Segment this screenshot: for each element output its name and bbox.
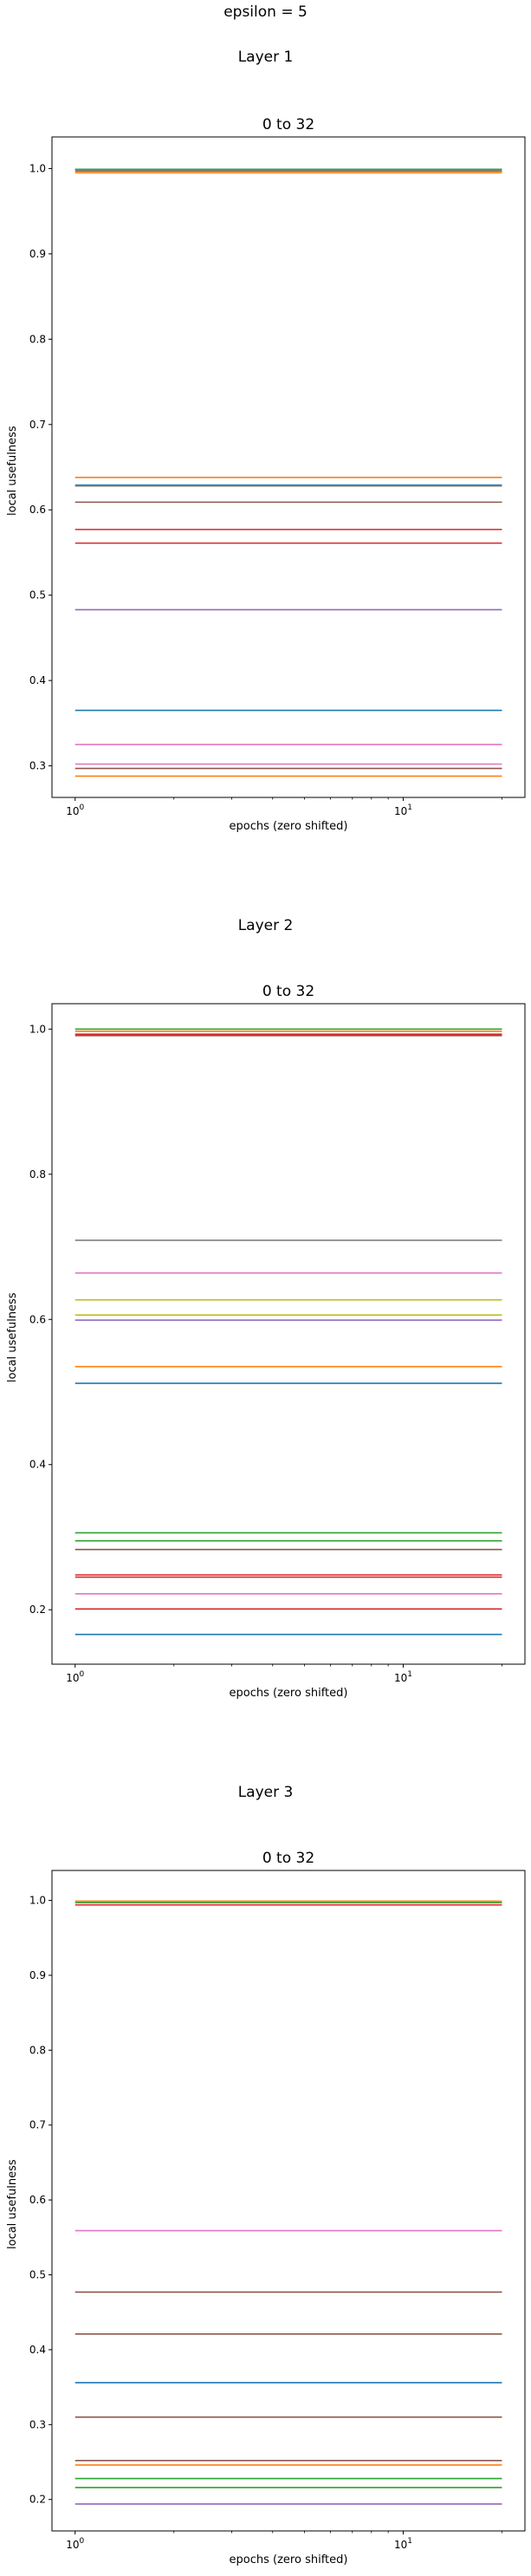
layer-1-x-axis-label: epochs (zero shifted)	[229, 820, 348, 833]
layer-2-y-tick-label-2: 0.4	[29, 1459, 46, 1471]
layer-2-x-axis-label: epochs (zero shifted)	[229, 1687, 348, 1700]
layer-3-y-tick-label-2: 0.3	[29, 2418, 46, 2430]
layer-3-title: Layer 3	[237, 1784, 294, 1801]
layer-2-y-tick-label-1: 0.2	[29, 1603, 46, 1616]
layer-1-x-tick-label-2: 101	[394, 803, 412, 817]
layer-1-y-tick-label-3: 0.5	[29, 589, 46, 602]
layer-3-y-tick-label-8: 0.9	[29, 1969, 46, 1981]
layer-1-axes-frame	[51, 136, 526, 798]
layer-3-y-tick-label-3: 0.4	[29, 2344, 46, 2356]
layer-2-x-tick-label-1: 100	[66, 1670, 84, 1684]
layer-2-y-tick-label-5: 1.0	[29, 1023, 46, 1035]
layer-3-axes-frame	[51, 1870, 526, 2532]
layer-3-x-tick-label-1: 100	[66, 2537, 84, 2551]
layer-3-y-tick-label-9: 1.0	[29, 1895, 46, 1907]
layer-2-x-tick-label-2: 101	[394, 1670, 412, 1684]
layer-3-y-tick-label-7: 0.8	[29, 2044, 46, 2056]
layer-3-y-tick-label-4: 0.5	[29, 2269, 46, 2281]
layer-3-x-axis-label: epochs (zero shifted)	[229, 2553, 348, 2566]
layer-3-x-tick-label-2: 101	[394, 2537, 412, 2551]
layer-3-y-tick-label-6: 0.7	[29, 2119, 46, 2131]
layer-2-axes-title: 0 to 32	[262, 983, 315, 1000]
layer-1-y-tick-label-2: 0.4	[29, 674, 46, 686]
layer-3-y-tick-label-1: 0.2	[29, 2494, 46, 2506]
layer-2-y-tick-label-4: 0.8	[29, 1168, 46, 1181]
layer-1-axes-title: 0 to 32	[262, 116, 315, 133]
layer-3-y-tick-label-5: 0.6	[29, 2194, 46, 2206]
layer-1-y-tick-label-6: 0.8	[29, 333, 46, 345]
layer-1-y-tick-label-7: 0.9	[29, 248, 46, 260]
layer-2-y-tick-label-3: 0.6	[29, 1313, 46, 1325]
layer-1-y-tick-label-1: 0.3	[29, 760, 46, 772]
layer-1-y-tick-label-8: 1.0	[29, 162, 46, 174]
layer-1-title: Layer 1	[237, 49, 294, 66]
figure-suptitle: epsilon = 5	[223, 3, 308, 21]
layer-3-plot-area: 0.2 0.3 0.4 0.5 0.6 0.7 0.8 0.9 1.0 100 101	[29, 1870, 526, 2551]
layer-2-title: Layer 2	[237, 917, 294, 934]
layer-3-axes-title: 0 to 32	[262, 1850, 315, 1867]
layer-1-plot-area: 0.3 0.4 0.5 0.6 0.7 0.8 0.9 1.0 100 101	[29, 136, 526, 817]
layer-1-x-tick-label-1: 100	[66, 803, 84, 817]
layer-2-axes-frame	[51, 1003, 526, 1665]
layer-1-y-tick-label-4: 0.6	[29, 504, 46, 516]
layer-2-plot-area: 0.2 0.4 0.6 0.8 1.0 100 101	[29, 1003, 526, 1684]
layer-1-y-tick-label-5: 0.7	[29, 419, 46, 431]
